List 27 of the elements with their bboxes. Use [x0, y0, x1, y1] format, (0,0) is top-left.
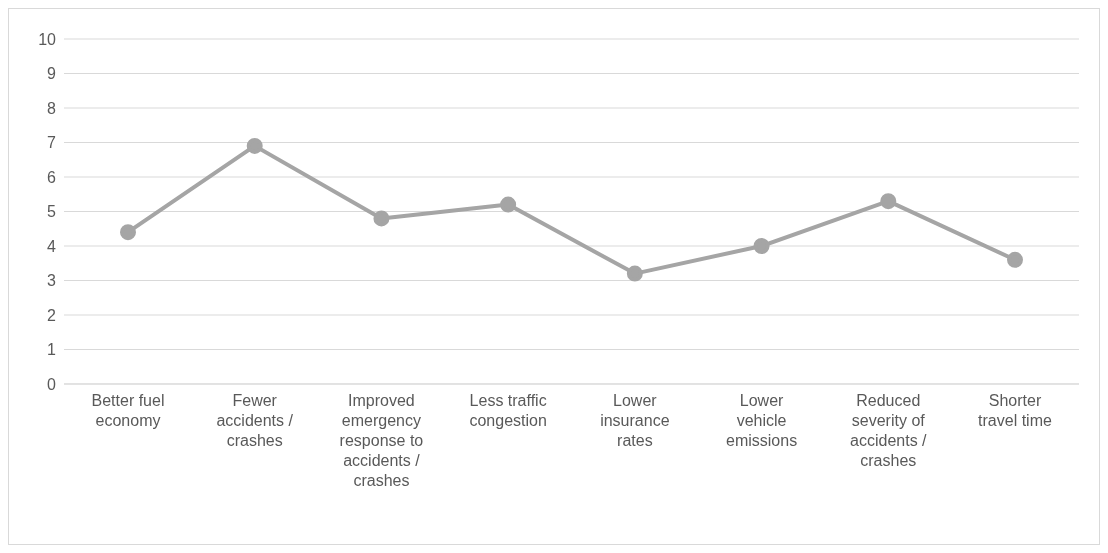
y-tick-label: 3 — [47, 272, 57, 290]
x-tick-label: Improved emergency response to accidents / crashes — [339, 392, 424, 489]
point — [500, 196, 517, 213]
x-tick-label: Less traffic congestion — [469, 392, 547, 429]
y-tick-label: 2 — [47, 306, 57, 324]
point — [1007, 251, 1023, 268]
point — [120, 224, 136, 241]
y-tick-label: 9 — [47, 65, 57, 83]
y-tick-label: 5 — [47, 203, 57, 221]
x-tick-label: Shorter travel time — [978, 392, 1052, 429]
x-tick-label: Better fuel economy — [91, 392, 165, 429]
x-tick-label: Fewer accidents / crashes — [216, 392, 294, 449]
point — [246, 137, 263, 154]
x-tick-label: Lower insurance rates — [600, 392, 670, 449]
point — [626, 265, 643, 282]
point — [753, 238, 770, 254]
y-tick-label: 0 — [47, 375, 57, 393]
y-tick-label: 8 — [47, 99, 57, 117]
x-tick-label: Reduced severity of accidents / crashes — [850, 392, 928, 469]
y-tick-label: 1 — [47, 341, 57, 359]
point — [880, 193, 897, 210]
y-tick-label: 6 — [47, 168, 57, 186]
x-tick-label: Lower vehicle emissions — [726, 392, 798, 449]
point — [373, 210, 390, 227]
y-tick-label: 7 — [47, 134, 57, 152]
y-tick-label: 4 — [47, 237, 57, 255]
y-tick-label: 10 — [38, 30, 57, 48]
